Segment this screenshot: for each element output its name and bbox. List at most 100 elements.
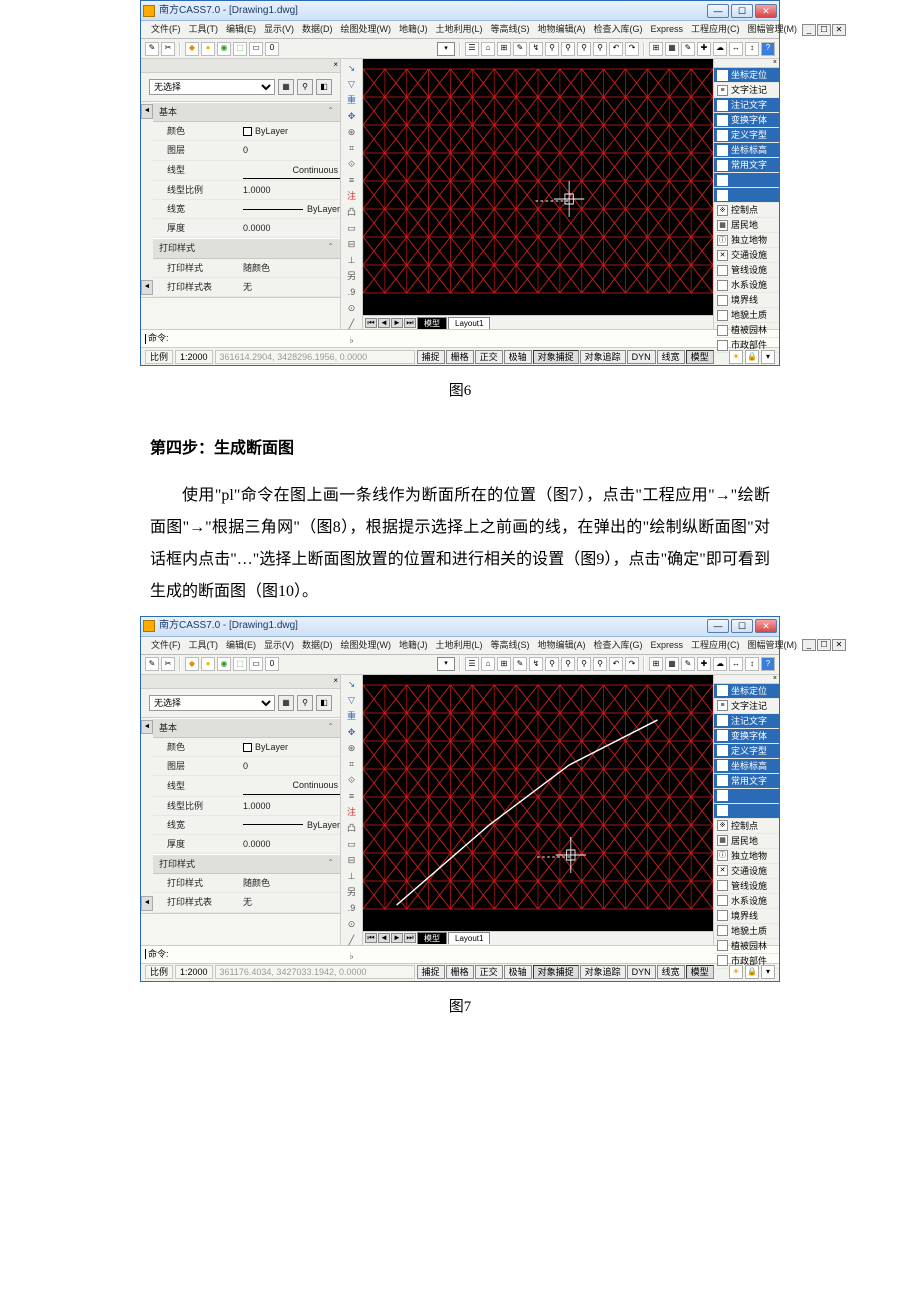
prop-row[interactable]: 图层0 (153, 757, 340, 776)
draw-tool-icon[interactable]: ✥ (344, 109, 360, 123)
tb-icon[interactable]: ⊞ (649, 657, 663, 671)
menu-edit[interactable]: 编辑(E) (222, 637, 260, 653)
menu-express[interactable]: Express (647, 637, 688, 653)
draw-tool-icon[interactable]: ↘ (344, 677, 360, 691)
category-item[interactable]: ▦ (714, 173, 779, 188)
menu-sheets[interactable]: 图幅管理(M) (744, 21, 802, 37)
draw-tool-icon[interactable]: 重 (344, 709, 360, 723)
tab-first[interactable]: ⏮ (365, 933, 377, 943)
category-item[interactable]: 境界线 (714, 293, 779, 308)
tab-next[interactable]: ► (391, 318, 403, 328)
draw-tool-icon[interactable]: ♭ (344, 333, 360, 347)
tb-icon[interactable]: ↕ (745, 657, 759, 671)
tb-icon[interactable]: ◆ (185, 42, 199, 56)
category-item[interactable]: ⊞常用文字 (714, 158, 779, 173)
prop-row[interactable]: 厚度0.0000 (153, 835, 340, 854)
category-item[interactable]: Q注记文字 (714, 98, 779, 113)
category-item[interactable]: ⓘ独立地物 (714, 233, 779, 248)
menu-view[interactable]: 显示(V) (260, 637, 298, 653)
category-item[interactable]: 水系设施 (714, 278, 779, 293)
selection-dropdown[interactable]: 无选择 (149, 79, 275, 95)
prop-value[interactable]: 0.0000 (243, 836, 340, 852)
tb-icon[interactable]: ⬚ (233, 42, 247, 56)
category-item[interactable]: ▦居民地 (714, 834, 779, 849)
menu-tools[interactable]: 工具(T) (185, 637, 223, 653)
status-toggle[interactable]: 捕捉 (417, 965, 445, 979)
tb-icon[interactable]: ⌂ (481, 42, 495, 56)
prop-value[interactable]: Continuous (243, 777, 340, 794)
menu-edit[interactable]: 编辑(E) (222, 21, 260, 37)
prop-row[interactable]: 颜色ByLayer (153, 738, 340, 757)
status-toggle[interactable]: DYN (627, 350, 656, 364)
mdi-restore[interactable]: ☐ (817, 24, 831, 36)
prop-value[interactable]: 无 (243, 279, 340, 295)
draw-tool-icon[interactable]: .9 (344, 285, 360, 299)
tb-icon[interactable]: ▦ (665, 657, 679, 671)
category-item[interactable]: Q注记文字 (714, 714, 779, 729)
tb-icon[interactable]: 0 (265, 657, 279, 671)
menu-draw[interactable]: 绘图处理(W) (337, 21, 396, 37)
status-toggle[interactable]: 正交 (475, 965, 503, 979)
menu-engineering[interactable]: 工程应用(C) (687, 637, 744, 653)
status-toggle[interactable]: DYN (627, 965, 656, 979)
prop-row[interactable]: 线宽ByLayer (153, 816, 340, 835)
category-item[interactable]: 境界线 (714, 909, 779, 924)
menu-obj-edit[interactable]: 地物编辑(A) (534, 21, 590, 37)
mdi-restore[interactable]: ☐ (817, 639, 831, 651)
menu-data[interactable]: 数据(D) (298, 637, 337, 653)
status-toggle[interactable]: 对象捕捉 (533, 350, 579, 364)
draw-tool-icon[interactable]: ▽ (344, 77, 360, 91)
draw-tool-icon[interactable]: ▭ (344, 221, 360, 235)
pick-icon[interactable]: ▦ (278, 79, 294, 95)
tb-icon[interactable]: ● (201, 657, 215, 671)
tb-icon[interactable]: ↷ (625, 42, 639, 56)
prop-row[interactable]: 打印样式随颜色 (153, 874, 340, 893)
prop-value[interactable]: ByLayer (243, 739, 340, 755)
eraser-icon[interactable]: ✎ (513, 42, 527, 56)
selection-dropdown[interactable]: 无选择 (149, 695, 275, 711)
tab-last[interactable]: ⏭ (404, 933, 416, 943)
draw-tool-icon[interactable]: ⊙ (344, 917, 360, 931)
tb-icon[interactable]: ⊞ (497, 657, 511, 671)
category-item[interactable]: ⓘ独立地物 (714, 849, 779, 864)
draw-tool-icon[interactable]: .9 (344, 901, 360, 915)
maximize-button[interactable]: ☐ (731, 619, 753, 633)
prop-value[interactable]: Continuous (243, 162, 340, 179)
status-toggle[interactable]: 线宽 (657, 350, 685, 364)
tb-icon[interactable]: ☁ (713, 42, 727, 56)
maximize-button[interactable]: ☐ (731, 4, 753, 18)
tb-icon[interactable]: ◉ (217, 42, 231, 56)
tb-icon[interactable]: ⊞ (649, 42, 663, 56)
tb-icon[interactable]: ↔ (729, 657, 743, 671)
draw-tool-icon[interactable]: ✥ (344, 725, 360, 739)
tb-icon[interactable]: ⬚ (233, 657, 247, 671)
menu-obj-edit[interactable]: 地物编辑(A) (534, 637, 590, 653)
scale-value[interactable]: 1:2000 (175, 965, 213, 979)
draw-tool-icon[interactable]: 凸 (344, 205, 360, 219)
tb-icon[interactable]: ✂ (161, 657, 175, 671)
prop-row[interactable]: 打印样式随颜色 (153, 259, 340, 278)
draw-tool-icon[interactable]: ⌗ (344, 141, 360, 155)
category-item[interactable]: 植被园林 (714, 323, 779, 338)
prop-value[interactable]: 0 (243, 142, 340, 158)
prop-group-basic[interactable]: 基本⌃ (153, 718, 340, 738)
category-item[interactable]: ⬚ (714, 188, 779, 203)
status-menu-icon[interactable]: ▾ (761, 965, 775, 979)
draw-tool-icon[interactable]: ≡ (344, 173, 360, 187)
draw-tool-icon[interactable]: 重 (344, 93, 360, 107)
prop-row[interactable]: 图层0 (153, 141, 340, 160)
draw-tool-icon[interactable]: ▭ (344, 837, 360, 851)
prop-row[interactable]: 线型Continuous (153, 776, 340, 796)
draw-tool-icon[interactable]: ╱ (344, 317, 360, 331)
category-item[interactable]: ✕交通设施 (714, 248, 779, 263)
menu-file[interactable]: 文件(F) (147, 637, 185, 653)
category-item[interactable]: ✎坐标标高 (714, 143, 779, 158)
category-item[interactable]: ⬚ (714, 804, 779, 819)
prop-group-print[interactable]: 打印样式⌃ (153, 854, 340, 874)
tab-prev[interactable]: ◄ (378, 318, 390, 328)
menu-express[interactable]: Express (647, 21, 688, 37)
category-item[interactable]: Q定义字型 (714, 744, 779, 759)
tb-icon[interactable]: ☰ (465, 657, 479, 671)
toggle-icon[interactable]: ◧ (316, 79, 332, 95)
zoom-icon[interactable]: ⚲ (593, 657, 607, 671)
